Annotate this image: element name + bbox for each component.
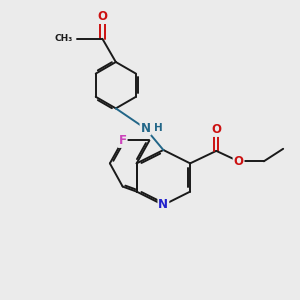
Text: O: O <box>98 10 107 23</box>
Text: O: O <box>211 123 221 136</box>
Text: H: H <box>154 123 162 133</box>
Text: N: N <box>140 122 151 134</box>
Text: F: F <box>119 134 127 147</box>
Text: CH₃: CH₃ <box>55 34 73 43</box>
Text: N: N <box>158 199 168 212</box>
Text: O: O <box>234 155 244 168</box>
